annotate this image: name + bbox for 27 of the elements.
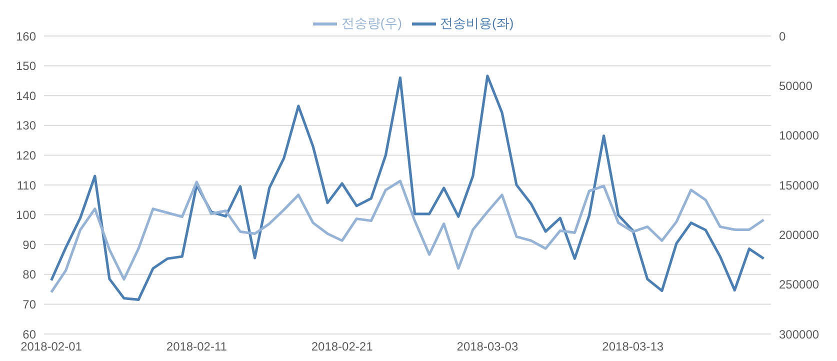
y2-tick-label: 0 [779,29,786,44]
y-tick-label: 60 [22,327,36,342]
y-tick-label: 150 [16,59,36,74]
x-tick-label: 2018-02-21 [311,340,374,354]
y-tick-label: 160 [16,29,36,44]
y-tick-label: 120 [16,148,36,162]
y-tick-label: 90 [22,238,36,252]
y2-tick-label: 300000 [779,327,820,342]
y-tick-label: 110 [16,178,36,192]
legend-label: 전송비용(좌) [440,15,514,30]
y2-tick-label: 50000 [779,78,813,93]
x-tick-label: 2018-02-01 [20,340,82,354]
y-tick-label: 80 [22,268,36,282]
line-series [50,74,766,302]
y2-tick-label: 150000 [779,178,820,192]
y-tick-label: 140 [16,88,36,103]
legend-label: 전송량(우) [341,15,402,30]
x-tick-label: 2018-03-13 [602,340,664,354]
x-tick-label: 2018-03-03 [456,340,518,354]
y2-tick-label: 250000 [779,278,820,292]
y-tick-label: 130 [16,118,36,133]
y-tick-label: 100 [16,208,36,222]
y2-tick-label: 100000 [779,128,820,143]
x-tick-label: 2018-02-11 [166,340,228,354]
y2-tick-label: 200000 [779,228,820,242]
y-tick-label: 70 [22,297,36,312]
line-series [50,180,766,294]
